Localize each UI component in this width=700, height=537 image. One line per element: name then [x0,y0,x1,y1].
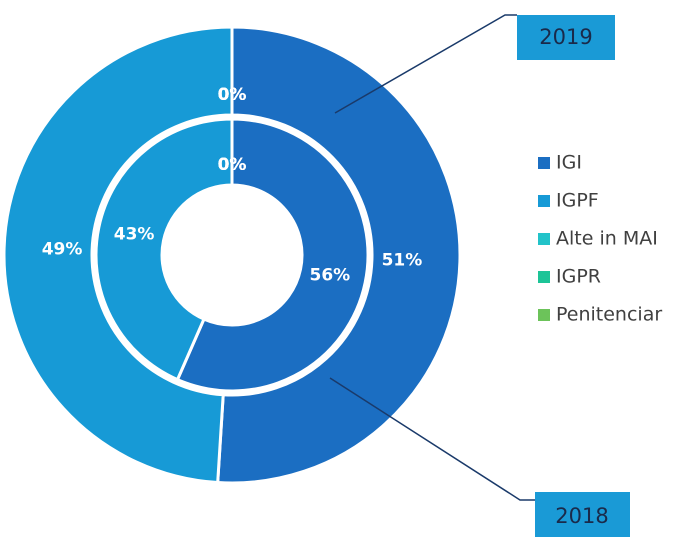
legend-swatch [538,233,550,245]
legend-label: IGPF [556,190,599,212]
legend-label: IGI [556,152,582,174]
donut-segment [2,25,234,485]
legend-swatch [538,271,550,283]
legend: IGI IGPF Alte in MAI IGPR Penitenciar [538,152,662,326]
donut-segment [94,117,234,382]
data-label: 51% [382,250,423,270]
callout-box [517,15,615,60]
callout-line [334,14,517,114]
data-label: 0% [218,85,247,105]
legend-swatch [538,195,550,207]
callout-box [535,492,630,537]
callout-label: 2018 [555,504,608,528]
donut-segment [216,25,462,485]
data-label: 0% [218,155,247,175]
callout-line [329,377,535,501]
legend-label: IGPR [556,266,601,288]
data-label: 0% [218,155,247,175]
data-label: 43% [114,225,155,245]
data-label: 0% [218,85,247,105]
legend-swatch [538,157,550,169]
rings [2,25,462,485]
legend-swatch [538,309,550,321]
data-label: 56% [310,265,351,285]
legend-label: Penitenciar [556,304,662,326]
data-label: 0% [218,85,247,105]
data-label: 49% [42,240,83,260]
donut-segment [175,117,370,393]
callout-label: 2019 [539,25,592,49]
legend-label: Alte in MAI [556,228,658,250]
data-label: 0% [218,155,247,175]
data-labels: 51%49%0%0%0%56%43%0%0%0% [42,85,423,285]
